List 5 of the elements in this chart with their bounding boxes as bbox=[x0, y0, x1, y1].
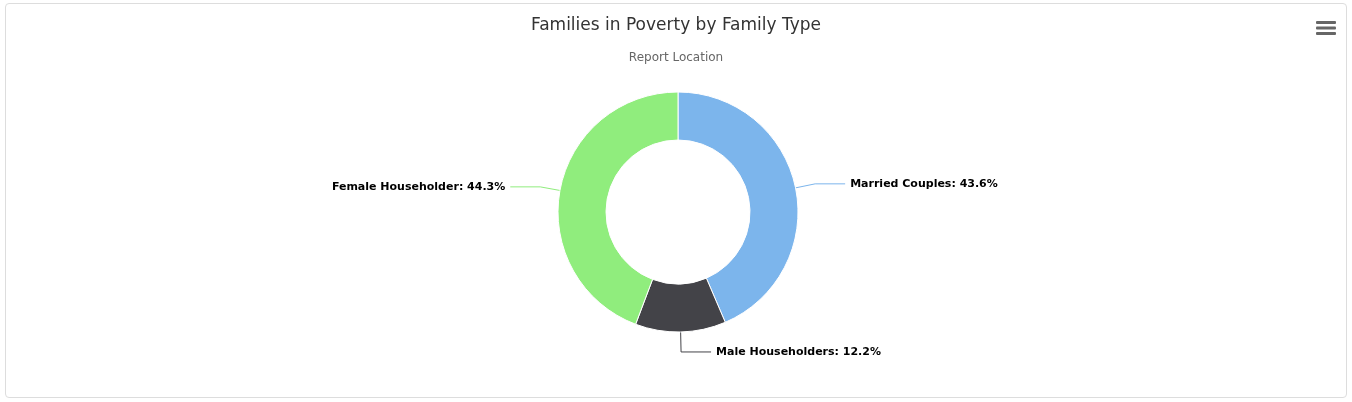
chart-subtitle: Report Location bbox=[628, 50, 724, 64]
slice-label: Married Couples: 43.6% bbox=[850, 177, 998, 191]
slice-label: Female Householder: 44.3% bbox=[331, 180, 506, 194]
slice-label: Male Householders: 12.2% bbox=[716, 345, 881, 359]
chart-title: Families in Poverty by Family Type bbox=[530, 13, 822, 34]
